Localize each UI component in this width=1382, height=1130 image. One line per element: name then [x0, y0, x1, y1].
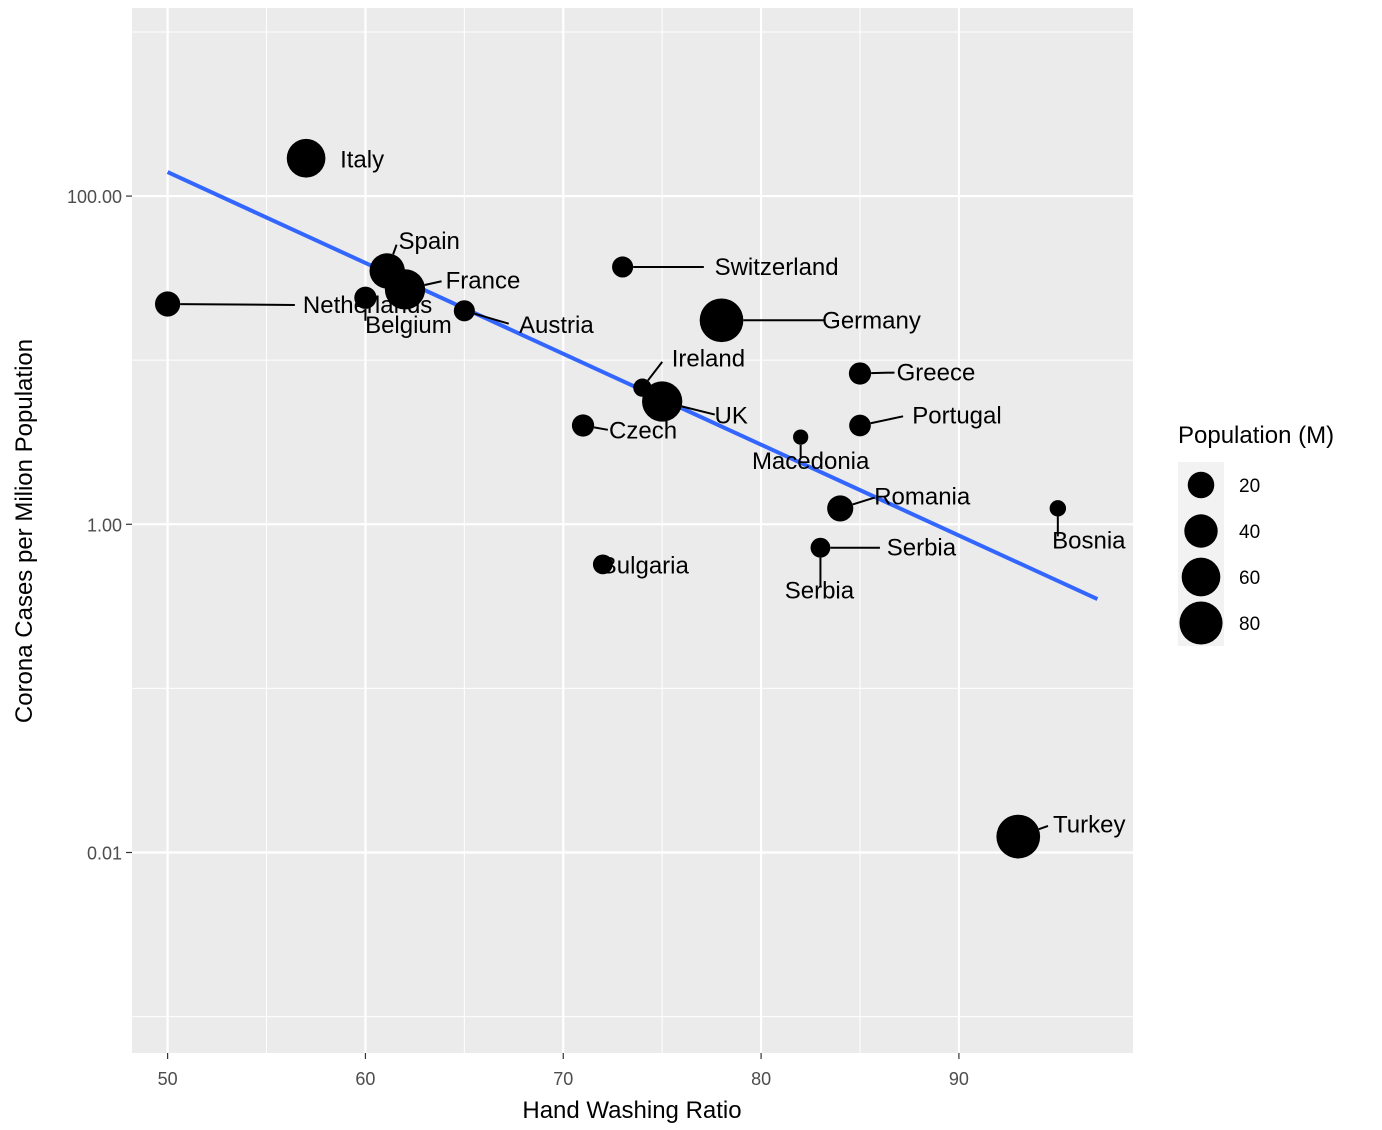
data-point	[848, 362, 872, 385]
point-label: Romania	[874, 483, 971, 510]
point-label: Czech	[609, 417, 677, 444]
point-label: Portugal	[912, 402, 1001, 429]
legend-key-label: 80	[1239, 614, 1260, 635]
x-tick-label: 60	[355, 1069, 375, 1089]
label-connector	[681, 405, 716, 416]
legend-title: Population (M)	[1178, 422, 1334, 449]
data-point	[286, 138, 326, 178]
point-label: Greece	[897, 359, 976, 386]
point-label: Bulgaria	[601, 552, 690, 579]
point-label: Macedonia	[752, 448, 870, 475]
axes: 50 60 70 80 90 100.00 1.00 0.01	[67, 187, 969, 1089]
point-label: Ireland	[672, 346, 745, 373]
data-point	[384, 269, 426, 310]
trend-line-layer	[166, 170, 1099, 601]
x-axis-title: Hand Washing Ratio	[522, 1097, 741, 1124]
label-connector	[871, 371, 895, 375]
point-label: Serbia	[785, 578, 855, 605]
plot-panel	[132, 8, 1133, 1053]
label-connector	[647, 361, 663, 382]
label-connector	[474, 312, 510, 325]
point-label: France	[446, 267, 521, 294]
legend-key-circle	[1184, 514, 1218, 548]
point-label: Netherlands	[303, 292, 432, 319]
label-connector	[1038, 824, 1049, 831]
label-connector	[424, 280, 442, 287]
y-tick-label: 100.00	[67, 187, 122, 207]
point-label: Bosnia	[1052, 527, 1126, 554]
data-point	[996, 814, 1041, 859]
label-connector	[392, 244, 398, 255]
data-point	[592, 554, 613, 575]
data-point	[354, 286, 377, 309]
x-tick-label: 50	[158, 1069, 178, 1089]
y-tick-label: 0.01	[87, 843, 122, 863]
legend-key-label: 20	[1239, 476, 1260, 497]
data-point	[453, 300, 475, 322]
point-label: Austria	[519, 312, 594, 339]
data-point	[1049, 500, 1067, 517]
label-connector	[593, 426, 609, 431]
trend-line	[166, 170, 1099, 601]
data-point	[699, 298, 744, 343]
y-axis-title: Corona Cases per Milion Population	[11, 339, 38, 723]
legend-key-circle	[1187, 471, 1215, 499]
x-tick-label: 80	[751, 1069, 771, 1089]
x-tick-label: 90	[949, 1069, 969, 1089]
point-label: Switzerland	[715, 254, 839, 281]
data-point	[793, 429, 809, 445]
size-legend: Population (M) 20 40 60 80	[1178, 422, 1334, 646]
data-point	[849, 414, 871, 437]
point-label: Spain	[399, 228, 460, 255]
data-point	[571, 414, 595, 437]
point-label: Belgium	[365, 312, 452, 339]
point-label: Serbia	[887, 535, 957, 562]
label-connectors	[180, 244, 1059, 831]
data-points	[154, 138, 1067, 859]
point-label: UK	[715, 403, 748, 430]
data-point	[642, 381, 683, 422]
point-label: Turkey	[1053, 812, 1125, 839]
point-label: Italy	[340, 146, 384, 173]
label-connector	[180, 303, 295, 306]
data-point	[810, 537, 831, 558]
y-tick-label: 1.00	[87, 515, 122, 535]
label-connector	[870, 415, 904, 425]
point-label: Germany	[822, 307, 921, 334]
data-point	[827, 495, 854, 522]
grid-lines	[132, 8, 1133, 1053]
data-point	[612, 256, 634, 278]
legend-key-label: 40	[1239, 522, 1260, 543]
legend-key-label: 60	[1239, 568, 1260, 589]
legend-key-circle	[1181, 557, 1221, 597]
data-point	[154, 291, 181, 317]
x-tick-label: 70	[553, 1069, 573, 1089]
legend-key-circle	[1179, 601, 1223, 645]
label-connector	[852, 496, 875, 506]
